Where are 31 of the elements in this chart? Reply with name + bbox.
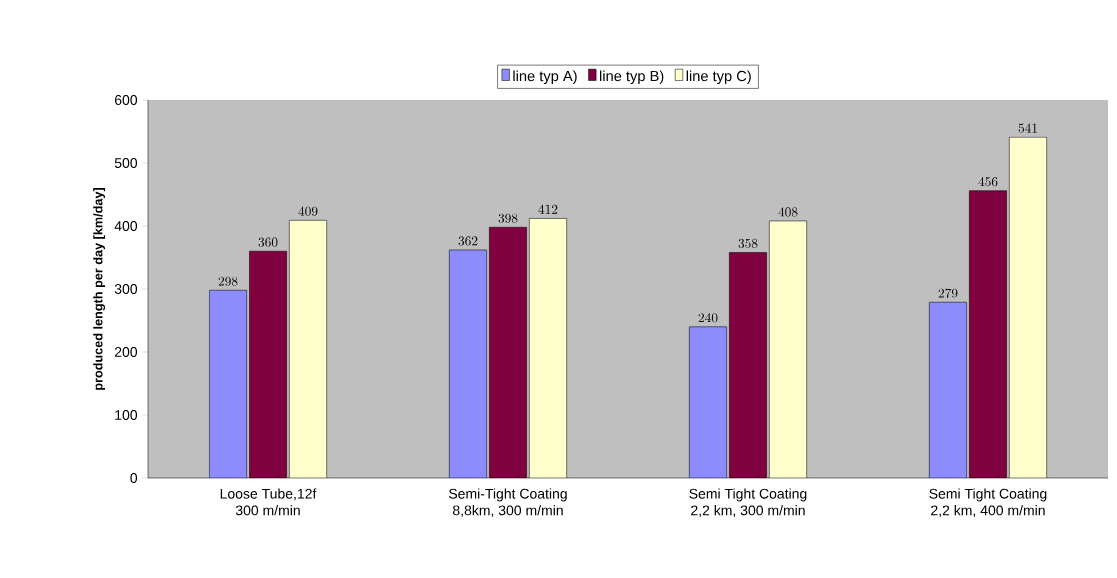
data-label: 541 <box>1018 123 1037 133</box>
y-axis-title: produced length per day [km/day] <box>93 188 106 390</box>
y-tick-label: 600 <box>114 95 138 105</box>
data-label: 240 <box>698 313 718 323</box>
y-tick-label: 100 <box>115 410 138 420</box>
bar <box>1009 136 1047 478</box>
y-tick-label: 200 <box>114 347 138 357</box>
x-tick-label: Loose Tube,12f 300 m/min <box>220 488 317 516</box>
legend-label: line typ B) <box>600 70 664 85</box>
legend-label: line typ A) <box>513 70 577 85</box>
y-tick-label: 300 <box>114 284 138 294</box>
bar <box>289 220 327 478</box>
bar <box>529 218 567 478</box>
data-label: 409 <box>298 206 318 216</box>
legend-label: line typ C) <box>686 70 751 85</box>
x-tick-label: Semi-Tight Coating 8,8km, 300 m/min <box>448 488 567 517</box>
data-label: 279 <box>938 288 958 298</box>
y-tick-label: 500 <box>114 158 138 168</box>
data-label: 456 <box>978 176 998 187</box>
x-tick-label: Semi Tight Coating 2,2 km, 300 m/min <box>689 488 807 517</box>
data-label: 358 <box>738 238 758 249</box>
data-label: 360 <box>258 237 278 247</box>
data-label: 412 <box>538 204 558 214</box>
y-tick-label: 400 <box>114 221 138 231</box>
data-label: 408 <box>778 207 798 217</box>
y-tick-label: 0 <box>130 473 138 483</box>
data-label: 298 <box>218 276 238 286</box>
data-label: 398 <box>498 213 518 223</box>
data-label: 362 <box>458 236 478 246</box>
bar <box>769 220 807 478</box>
x-tick-label: Semi Tight Coating 2,2 km, 400 m/min <box>929 488 1047 517</box>
